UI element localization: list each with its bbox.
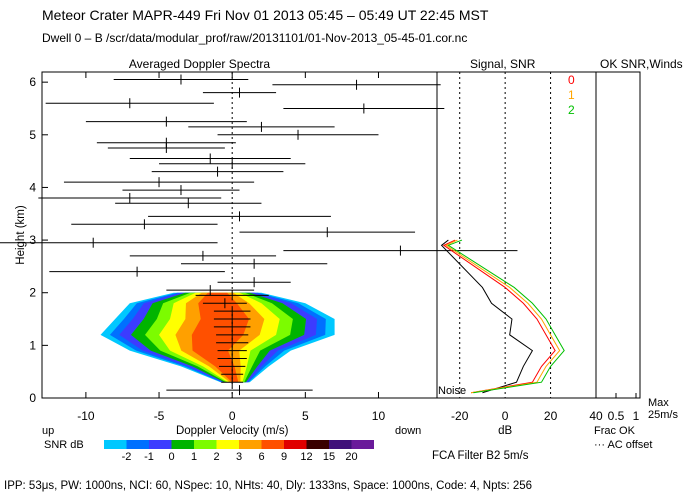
colorbar-tick-label: -1 (144, 451, 154, 463)
snr-title: Signal, SNR (470, 57, 536, 71)
snr-legend-0: 0 (568, 73, 575, 87)
colorbar-tick-label: 20 (345, 451, 357, 463)
colorbar-swatch (171, 440, 194, 449)
spectra-ytick-label: 2 (29, 286, 36, 300)
colorbar-swatch (239, 440, 262, 449)
colorbar-tick-label: 2 (213, 451, 219, 463)
spectra-ytick-label: 3 (29, 233, 36, 247)
header-title: Meteor Crater MAPR-449 Fri Nov 01 2013 0… (42, 7, 489, 23)
colorbar-tick-label: 1 (191, 451, 197, 463)
wind-scale-value: 25m/s (648, 409, 678, 421)
x-end-label-up: up (42, 425, 54, 437)
snr-series-2 (447, 239, 565, 394)
noise-label: Noise (438, 385, 466, 397)
colorbar-swatch (329, 440, 352, 449)
colorbar-tick-label: 6 (258, 451, 264, 463)
spectra-ytick-label: 5 (29, 128, 36, 142)
colorbar-swatch (194, 440, 217, 449)
snr-series-1 (445, 239, 561, 394)
colorbar-swatch (306, 440, 329, 449)
snr-xlabel: dB (498, 425, 512, 437)
spectra-xtick-label: -10 (77, 409, 95, 423)
colorbar-swatch (104, 440, 127, 449)
colorbar-tick-label: -2 (122, 451, 132, 463)
ok-xtick-label: 0.5 (608, 409, 625, 423)
colorbar-tick-label: 15 (323, 451, 335, 463)
colorbar-swatch (261, 440, 284, 449)
colorbar-swatch (149, 440, 172, 449)
spectra-ytick-label: 4 (29, 180, 36, 194)
snr-series-signal (440, 239, 534, 394)
snr-xtick-label: 0 (502, 409, 509, 423)
wind-scale-label: Max (648, 397, 669, 409)
snr-legend-2: 2 (568, 103, 575, 117)
colorbar-swatch (284, 440, 307, 449)
spectra-xtick-label: 10 (372, 409, 386, 423)
snr-legend-1: 1 (568, 88, 575, 102)
ok-xlabel: Frac OK (594, 425, 636, 437)
colorbar-tick-label: 3 (236, 451, 242, 463)
ok-legend-note: ··· AC offset (594, 439, 652, 451)
spectra-xtick-label: -5 (154, 409, 165, 423)
spectra-ylabel: Height (km) (15, 205, 27, 265)
label-layer: Averaged Doppler Spectra Doppler Velocity… (15, 57, 683, 463)
spectra-ytick-label: 0 (29, 391, 36, 405)
header-file-path: Dwell 0 – B /scr/data/modular_prof/raw/2… (42, 31, 468, 45)
colorbar-tick-label: 0 (168, 451, 174, 463)
colorbar-swatch (351, 440, 374, 449)
colorbar-swatch (216, 440, 239, 449)
snr-xtick-label: 20 (544, 409, 558, 423)
snr-axes-frame (436, 71, 597, 399)
footer-params: IPP: 53μs, PW: 1000ns, NCI: 60, NSpec: 1… (4, 480, 533, 492)
spectra-ytick-label: 1 (29, 338, 36, 352)
snr-series-0 (442, 239, 556, 394)
spectra-xlabel: Doppler Velocity (m/s) (176, 425, 289, 437)
x-end-label-down: down (395, 425, 421, 437)
snr-contour-7 (191, 292, 250, 383)
spectra-ytick-label: 6 (29, 75, 36, 89)
colorbar-label: SNR dB (44, 439, 84, 451)
colorbar-tick-label: 12 (300, 451, 312, 463)
snr-xtick-label: 40 (589, 409, 603, 423)
data-layer (0, 74, 565, 449)
spectra-title: Averaged Doppler Spectra (129, 57, 271, 71)
colorbar-tick-label: 9 (281, 451, 287, 463)
colorbar-swatch (126, 440, 149, 449)
snr-xtick-label: -20 (451, 409, 469, 423)
ok-axes-frame (595, 71, 641, 399)
ok-xtick-label: 1 (633, 409, 640, 423)
spectra-xtick-label: 5 (302, 409, 309, 423)
filter-note: FCA Filter B2 5m/s (432, 450, 529, 462)
spectra-xtick-label: 0 (229, 409, 236, 423)
ok-title: OK SNR,Winds (600, 57, 683, 71)
